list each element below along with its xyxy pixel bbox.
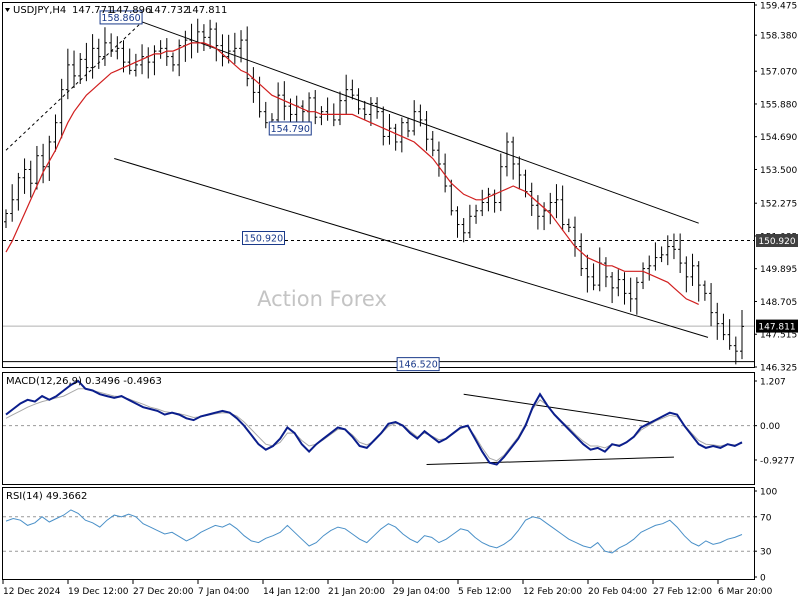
symbol-name: USDJPY,H4 [13, 5, 66, 16]
time-tick-label: 27 Dec 20:00 [133, 587, 194, 597]
price-tick-label: 148.705 [760, 298, 797, 308]
axis-price-badge-label: 150.920 [758, 237, 795, 247]
macd-tick-label: 1.207 [760, 378, 786, 388]
price-tick-label: 158.380 [760, 32, 797, 42]
ohlc-open: 147.771 [72, 5, 113, 16]
rsi-panel-frame [2, 487, 755, 580]
price-callout-box [268, 121, 312, 136]
price-callout-box [242, 231, 286, 246]
moving-average [5, 42, 699, 305]
price-tick-label: 152.275 [760, 200, 797, 210]
horizontal-levels [3, 240, 754, 552]
time-tick-label: 29 Jan 04:00 [393, 587, 450, 597]
rsi-tick-label: 30 [760, 548, 772, 558]
price-tick-label: 153.500 [760, 166, 797, 176]
price-panel-frame [2, 2, 755, 368]
collapse-triangle-icon[interactable] [5, 8, 10, 12]
macd-panel-frame [2, 372, 755, 485]
rsi-label: RSI(14) 49.3662 [6, 491, 87, 502]
time-tick-label: 20 Feb 04:00 [588, 587, 647, 597]
axis-price-badge [756, 319, 798, 333]
macd-lines [5, 379, 743, 466]
time-tick-label: 27 Feb 12:00 [653, 587, 712, 597]
ohlc-high: 147.896 [110, 5, 151, 16]
time-tick-label: 14 Jan 12:00 [263, 587, 320, 597]
time-tick-label: 6 Mar 20:00 [718, 587, 773, 597]
price-tick-label: 155.880 [760, 100, 797, 110]
price-tick-label: 154.690 [760, 133, 797, 143]
macd-main-line [5, 379, 743, 466]
price-tick-label: 149.895 [760, 265, 797, 275]
rsi-tick-label: 70 [760, 513, 772, 523]
time-tick-label: 12 Dec 2024 [3, 587, 61, 597]
axis-price-badge-label: 147.811 [758, 323, 795, 333]
rsi-tick-label: 100 [760, 488, 777, 498]
price-y-axis: 159.475 158.380 157.070 155.880 154.690 153.5… [754, 2, 797, 374]
price-tick-label: 159.475 [760, 2, 797, 12]
macd-label: MACD(12,26,9) 0.3496 -0.4963 [6, 376, 162, 387]
time-tick-label: 5 Feb 12:00 [458, 587, 512, 597]
rsi-line [5, 509, 743, 554]
time-tick-label: 21 Jan 20:00 [328, 587, 385, 597]
macd-y-axis: 1.207 0.00 -0.9277 [754, 378, 795, 466]
time-tick-label: 19 Dec 12:00 [68, 587, 129, 597]
macd-lower-trendline [426, 456, 674, 466]
rsi-y-axis: 100 70 30 0 [754, 488, 777, 584]
price-callout-label: 150.920 [244, 234, 283, 245]
price-tick-label: 146.325 [760, 364, 797, 374]
symbol-header: USDJPY,H4 147.771 147.896 147.732 147.81… [5, 5, 227, 16]
watermark: Action Forex [257, 287, 387, 311]
price-tick-label: 157.070 [760, 68, 797, 78]
price-callout-label: 158.860 [101, 13, 140, 24]
price-callout-box [99, 10, 143, 25]
axis-price-badges: 150.920 147.811 [756, 234, 798, 333]
rsi-tick-label: 0 [760, 574, 766, 584]
macd-upper-trendline [463, 393, 650, 423]
dashed-trend-line [5, 21, 143, 151]
macd-tick-label: 0.00 [760, 422, 780, 432]
ohlc-close: 147.811 [186, 5, 227, 16]
price-callout-box [396, 357, 440, 372]
price-callout-label: 154.790 [271, 124, 310, 135]
rsi-line [5, 509, 743, 554]
channel-lower-line [114, 157, 709, 338]
axis-price-badge [756, 234, 798, 248]
price-callouts: 158.860 154.790 150.920 146.520 [99, 10, 440, 372]
time-tick-label: 12 Feb 20:00 [523, 587, 582, 597]
price-tick-label: 147.515 [760, 331, 797, 341]
macd-tick-label: -0.9277 [760, 456, 795, 466]
time-x-axis: 12 Dec 2024 19 Dec 12:00 27 Dec 20:00 7 Jan… [2, 580, 773, 597]
ohlc-low: 147.732 [148, 5, 189, 16]
time-tick-label: 7 Jan 04:00 [198, 587, 250, 597]
ma-line [5, 42, 699, 305]
price-callout-label: 146.520 [398, 360, 437, 371]
